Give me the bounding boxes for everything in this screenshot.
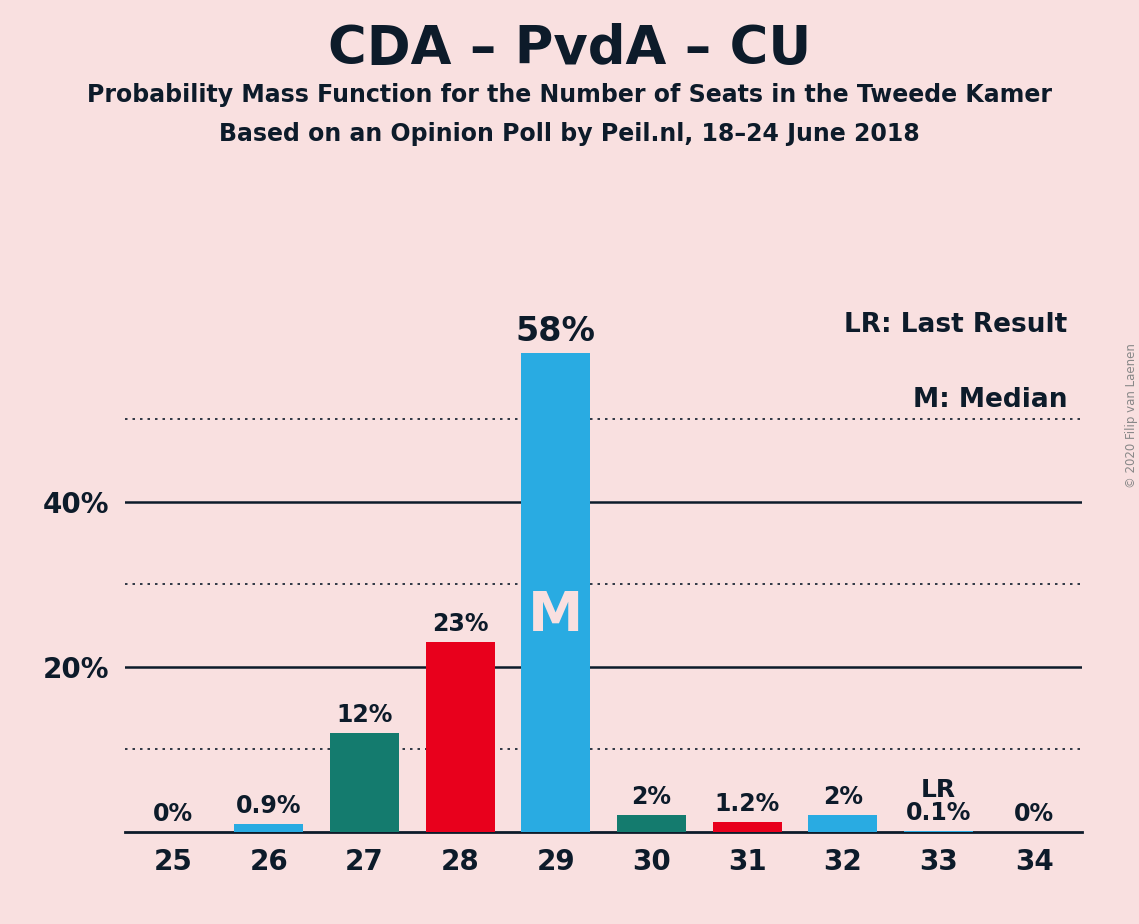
Bar bbox=[330, 733, 399, 832]
Text: Based on an Opinion Poll by Peil.nl, 18–24 June 2018: Based on an Opinion Poll by Peil.nl, 18–… bbox=[219, 122, 920, 146]
Text: 0.9%: 0.9% bbox=[236, 795, 302, 819]
Text: M: Median: M: Median bbox=[913, 387, 1067, 413]
Text: 58%: 58% bbox=[516, 315, 596, 347]
Bar bbox=[617, 815, 686, 832]
Bar bbox=[809, 815, 877, 832]
Bar bbox=[235, 824, 303, 832]
Text: 23%: 23% bbox=[432, 613, 489, 637]
Text: Probability Mass Function for the Number of Seats in the Tweede Kamer: Probability Mass Function for the Number… bbox=[87, 83, 1052, 107]
Bar bbox=[426, 642, 494, 832]
Text: LR: LR bbox=[921, 778, 956, 802]
Text: 0.1%: 0.1% bbox=[906, 801, 972, 825]
Text: 1.2%: 1.2% bbox=[714, 792, 780, 816]
Text: LR: Last Result: LR: Last Result bbox=[844, 311, 1067, 338]
Text: 0%: 0% bbox=[153, 802, 194, 826]
Bar bbox=[713, 821, 781, 832]
Text: M: M bbox=[528, 590, 583, 643]
Text: © 2020 Filip van Laenen: © 2020 Filip van Laenen bbox=[1124, 344, 1138, 488]
Text: 0%: 0% bbox=[1014, 802, 1055, 826]
Text: 2%: 2% bbox=[822, 785, 863, 809]
Text: CDA – PvdA – CU: CDA – PvdA – CU bbox=[328, 23, 811, 75]
Text: 2%: 2% bbox=[631, 785, 672, 809]
Bar bbox=[522, 353, 590, 832]
Text: 12%: 12% bbox=[336, 703, 393, 727]
